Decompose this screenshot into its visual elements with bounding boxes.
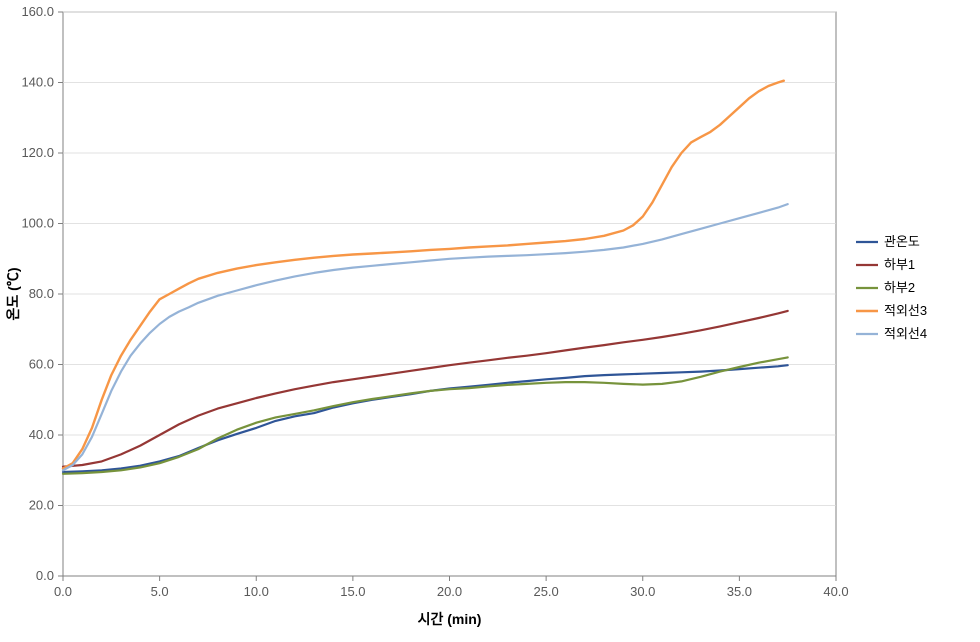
x-tick-label: 40.0 — [823, 584, 848, 599]
legend-label: 하부2 — [884, 280, 915, 295]
chart-svg: 0.0 20.0 40.0 60.0 80.0 100.0 120.0 140.0 160.0 0… — [0, 0, 980, 642]
x-tick-label: 20.0 — [437, 584, 462, 599]
y-tick-label: 120.0 — [21, 145, 54, 160]
y-tick-label: 20.0 — [29, 498, 54, 513]
x-tick-label: 30.0 — [630, 584, 655, 599]
y-tick-label: 0.0 — [36, 568, 54, 583]
temperature-line-chart: 0.0 20.0 40.0 60.0 80.0 100.0 120.0 140.0 160.0 0… — [0, 0, 980, 642]
x-tick-label: 5.0 — [151, 584, 169, 599]
x-tick-label: 15.0 — [340, 584, 365, 599]
legend-label: 하부1 — [884, 257, 915, 272]
y-tick-label: 40.0 — [29, 427, 54, 442]
legend-label: 관온도 — [884, 234, 920, 249]
y-axis-label: 온도 (℃) — [5, 268, 21, 321]
x-tick-label: 0.0 — [54, 584, 72, 599]
x-tick-label: 10.0 — [244, 584, 269, 599]
y-tick-label: 160.0 — [21, 4, 54, 19]
y-tick-label: 140.0 — [21, 75, 54, 90]
y-tick-label: 100.0 — [21, 216, 54, 231]
y-tick-label: 80.0 — [29, 286, 54, 301]
y-tick-label: 60.0 — [29, 357, 54, 372]
x-tick-label: 25.0 — [533, 584, 558, 599]
legend-label: 적외선4 — [884, 326, 927, 341]
legend-label: 적외선3 — [884, 303, 927, 318]
x-axis-label: 시간 (min) — [418, 611, 482, 627]
x-tick-label: 35.0 — [727, 584, 752, 599]
